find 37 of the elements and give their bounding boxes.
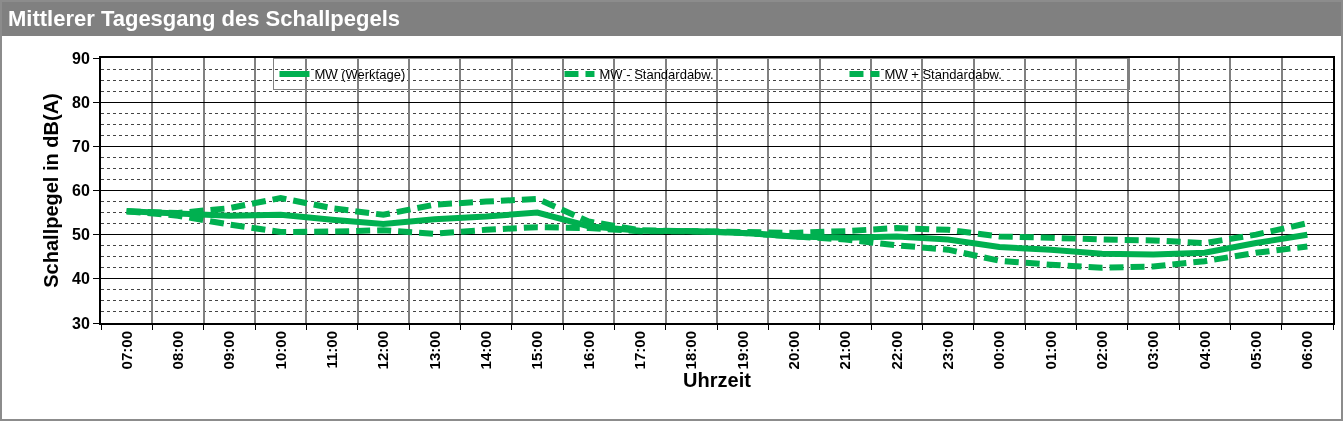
x-tick-label: 04:00 [1195, 331, 1213, 370]
y-tick-label: 40 [72, 270, 90, 288]
y-tick-label: 50 [72, 226, 90, 244]
y-axis-title: Schallpegel in dB(A) [40, 93, 62, 288]
legend-label: MW + Standardabw. [884, 67, 1002, 83]
chart-title: Mittlerer Tagesgang des Schallpegels [2, 2, 1341, 36]
y-tick-label: 60 [72, 182, 90, 200]
x-tick-label: 11:00 [322, 331, 340, 369]
legend-label: MW - Standardabw. [599, 67, 714, 83]
y-tick-label: 70 [72, 137, 90, 155]
x-tick-label: 03:00 [1144, 331, 1162, 370]
y-tick-label: 80 [72, 93, 90, 111]
x-tick-label: 02:00 [1092, 331, 1110, 370]
x-tick-label: 15:00 [528, 331, 546, 370]
x-tick-label: 22:00 [887, 331, 905, 370]
x-tick-label: 16:00 [579, 331, 597, 370]
x-tick-label: 19:00 [733, 331, 751, 370]
x-tick-label: 01:00 [1041, 331, 1059, 370]
x-tick-label: 21:00 [836, 331, 854, 370]
x-tick-label: 13:00 [425, 331, 443, 370]
x-tick-label: 08:00 [168, 331, 186, 370]
y-tick-label: 30 [72, 314, 90, 332]
x-tick-label: 20:00 [784, 331, 802, 370]
x-tick-label: 07:00 [117, 331, 135, 370]
x-tick-label: 14:00 [476, 331, 494, 370]
x-tick-label: 05:00 [1246, 331, 1264, 370]
x-tick-label: 12:00 [374, 331, 392, 370]
x-tick-label: 18:00 [682, 331, 700, 370]
x-tick-label: 23:00 [938, 331, 956, 370]
y-tick-label: 90 [72, 49, 90, 67]
legend-label: MW (Werktage) [314, 67, 406, 83]
x-tick-label: 17:00 [630, 331, 648, 370]
x-tick-label: 06:00 [1298, 331, 1316, 370]
x-tick-label: 00:00 [990, 331, 1008, 370]
x-tick-label: 10:00 [271, 331, 289, 370]
x-axis-title: Uhrzeit [683, 369, 752, 392]
x-tick-label: 09:00 [220, 331, 238, 370]
